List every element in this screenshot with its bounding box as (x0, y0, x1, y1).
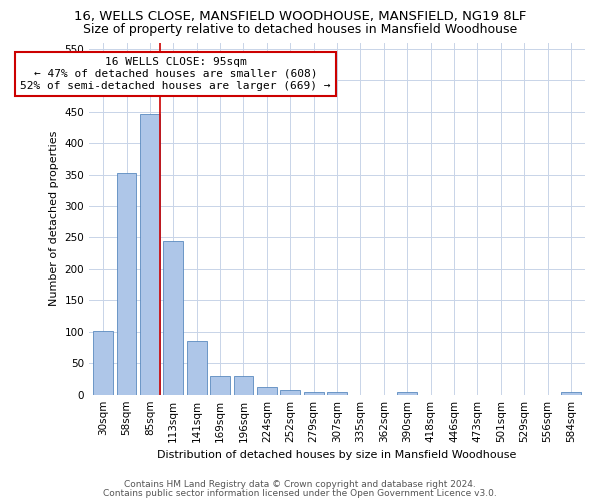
Bar (163, 241, 183, 394)
Bar (257, 386, 277, 394)
Text: Contains public sector information licensed under the Open Government Licence v3: Contains public sector information licen… (103, 488, 497, 498)
Bar (233, 376, 253, 394)
Bar (210, 376, 230, 394)
Text: 16 WELLS CLOSE: 95sqm
← 47% of detached houses are smaller (608)
52% of semi-det: 16 WELLS CLOSE: 95sqm ← 47% of detached … (20, 58, 331, 90)
Bar (116, 172, 136, 394)
X-axis label: Distribution of detached houses by size in Mansfield Woodhouse: Distribution of detached houses by size … (157, 450, 517, 460)
Bar (397, 392, 417, 394)
Bar (140, 114, 160, 394)
Bar (304, 392, 323, 394)
Bar (327, 392, 347, 394)
Y-axis label: Number of detached properties: Number of detached properties (49, 131, 59, 306)
Text: Contains HM Land Registry data © Crown copyright and database right 2024.: Contains HM Land Registry data © Crown c… (124, 480, 476, 489)
Bar (280, 390, 300, 394)
Bar (93, 330, 113, 394)
Bar (561, 392, 581, 394)
Text: Size of property relative to detached houses in Mansfield Woodhouse: Size of property relative to detached ho… (83, 22, 517, 36)
Text: 16, WELLS CLOSE, MANSFIELD WOODHOUSE, MANSFIELD, NG19 8LF: 16, WELLS CLOSE, MANSFIELD WOODHOUSE, MA… (74, 10, 526, 23)
Bar (187, 340, 206, 394)
